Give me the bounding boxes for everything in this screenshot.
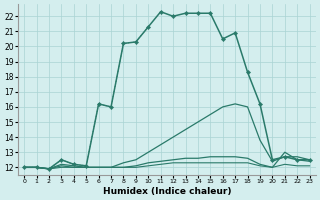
X-axis label: Humidex (Indice chaleur): Humidex (Indice chaleur) [103, 187, 231, 196]
